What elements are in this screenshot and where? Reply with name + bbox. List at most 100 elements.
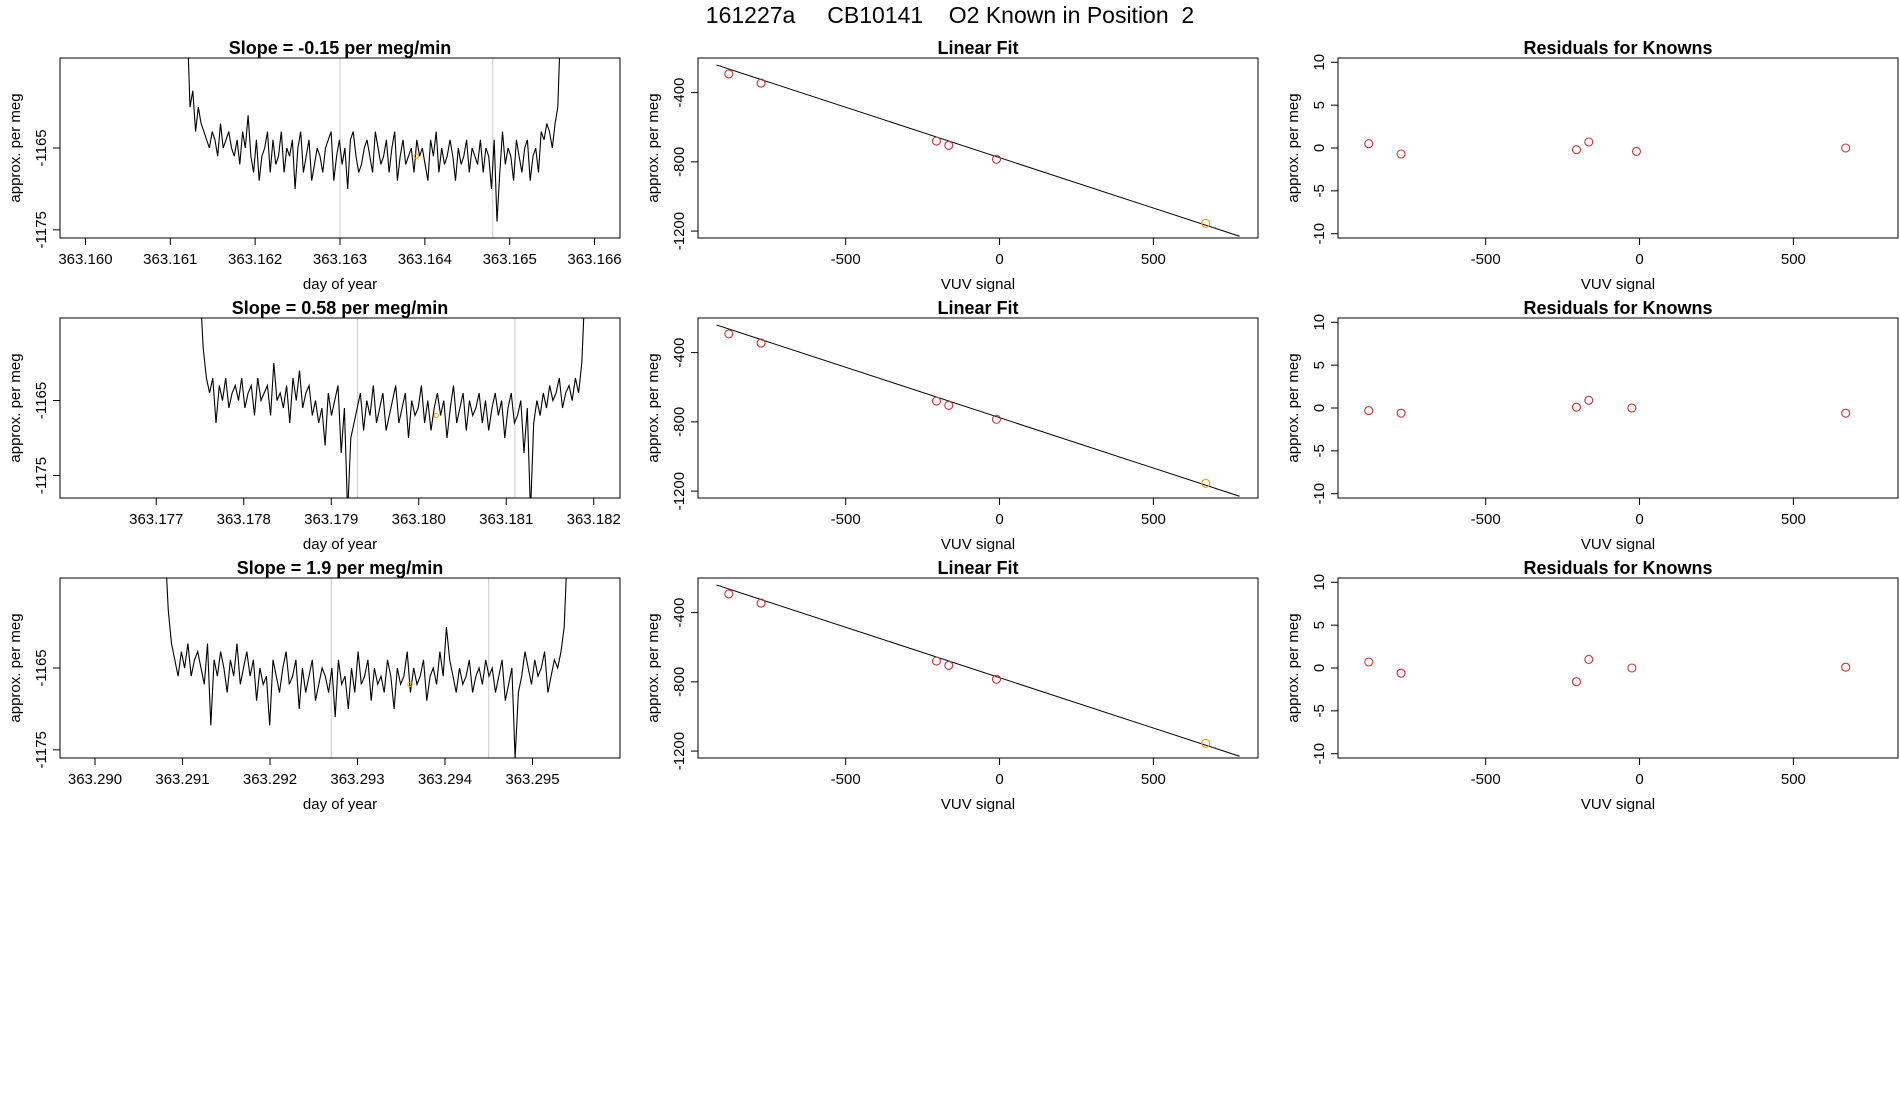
data-point <box>1396 668 1406 678</box>
chart-panel-residuals-3: Residuals for Knowns VUV signal approx. pe… <box>1285 558 1899 813</box>
y-axis-label: approx. per meg <box>7 93 24 202</box>
x-tick-label: 500 <box>1781 251 1806 268</box>
x-tick-label: 0 <box>1635 251 1643 268</box>
data-point <box>1571 145 1582 155</box>
y-tick-label: -1200 <box>671 732 688 770</box>
x-tick-label: -500 <box>1471 511 1501 528</box>
x-tick-label: 363.180 <box>392 511 446 528</box>
y-tick-label: -1165 <box>33 649 50 686</box>
x-tick-label: 500 <box>1141 771 1166 788</box>
x-tick-label: 500 <box>1781 771 1806 788</box>
data-point <box>756 598 766 608</box>
y-axis-label: approx. per meg <box>1285 93 1302 202</box>
plot-area <box>716 584 1240 757</box>
data-point <box>991 154 1002 164</box>
y-tick-label: -400 <box>671 338 688 368</box>
plot-area <box>166 578 567 758</box>
y-tick-label: -1175 <box>33 457 50 494</box>
x-axis-label: VUV signal <box>941 796 1015 813</box>
y-tick-label: 10 <box>1311 574 1328 591</box>
x-axis-label: day of year <box>303 796 377 813</box>
x-axis-label: VUV signal <box>941 276 1015 293</box>
y-tick-label: -5 <box>1311 704 1328 717</box>
x-tick-label: 363.181 <box>479 511 533 528</box>
y-axis-label: approx. per meg <box>7 353 24 462</box>
y-tick-label: 0 <box>1311 404 1328 412</box>
y-tick-label: 0 <box>1311 664 1328 672</box>
y-tick-label: -1200 <box>671 472 688 510</box>
data-point <box>931 656 942 666</box>
x-tick-label: 363.164 <box>398 251 452 268</box>
y-tick-label: 5 <box>1311 361 1328 369</box>
x-tick-label: 500 <box>1141 511 1166 528</box>
highlight-point <box>413 153 420 159</box>
y-tick-label: -5 <box>1311 444 1328 457</box>
data-point <box>1841 662 1851 672</box>
series-line <box>187 58 561 222</box>
plot-frame <box>1337 317 1899 499</box>
plot-area <box>1364 654 1851 687</box>
data-point <box>931 396 942 406</box>
chart-title: Linear Fit <box>937 298 1018 318</box>
chart-panel-linear-fit-2: Linear Fit VUV signal approx. per meg -500 0… <box>645 298 1259 553</box>
x-axis-label: VUV signal <box>1581 276 1655 293</box>
series-line <box>201 318 585 498</box>
y-tick-label: -800 <box>671 407 688 437</box>
series-line <box>166 578 567 758</box>
chart-title: Residuals for Knowns <box>1523 38 1712 58</box>
chart-panel-slope-3: Slope = 1.9 per meg/min day of year approx… <box>7 558 621 813</box>
data-point <box>1571 402 1582 412</box>
chart-panel-linear-fit-1: Linear Fit VUV signal approx. per meg -500 0… <box>645 38 1259 293</box>
x-tick-label: 0 <box>1635 771 1643 788</box>
x-tick-label: 363.166 <box>567 251 621 268</box>
y-tick-label: -10 <box>1311 483 1328 505</box>
data-point <box>1631 146 1642 156</box>
chart-title: Residuals for Knowns <box>1523 558 1712 578</box>
y-tick-label: -1175 <box>33 211 50 248</box>
chart-panel-residuals-2: Residuals for Knowns VUV signal approx. pe… <box>1285 298 1899 553</box>
plot-area <box>1364 137 1851 159</box>
data-point <box>1627 403 1637 413</box>
plot-frame <box>59 317 621 499</box>
plot-area <box>716 324 1240 497</box>
y-tick-label: -400 <box>671 598 688 628</box>
y-tick-label: 5 <box>1311 621 1328 629</box>
data-point <box>1364 139 1374 149</box>
x-tick-label: 500 <box>1781 511 1806 528</box>
x-tick-label: 363.178 <box>217 511 271 528</box>
highlight-point <box>407 681 413 688</box>
plot-area <box>716 64 1240 237</box>
data-point <box>931 136 942 146</box>
x-axis-label: VUV signal <box>1581 796 1655 813</box>
plot-frame <box>59 57 621 239</box>
x-tick-label: 363.162 <box>228 251 282 268</box>
y-axis-label: approx. per meg <box>1285 613 1302 722</box>
chart-title: Linear Fit <box>937 558 1018 578</box>
data-point <box>1584 395 1594 405</box>
data-point <box>1396 149 1406 159</box>
y-tick-label: -10 <box>1311 743 1328 765</box>
fit-line <box>716 324 1240 497</box>
chart-title: Slope = -0.15 per meg/min <box>229 38 452 58</box>
data-point <box>1627 663 1637 673</box>
data-point <box>991 674 1002 684</box>
x-tick-label: 363.179 <box>304 511 358 528</box>
x-tick-label: 363.294 <box>418 771 472 788</box>
plot-frame <box>1337 577 1899 759</box>
y-tick-label: 5 <box>1311 101 1328 109</box>
y-tick-label: -1200 <box>671 212 688 250</box>
chart-title: Slope = 1.9 per meg/min <box>237 558 444 578</box>
data-point <box>724 329 734 339</box>
figure-title: 161227a CB10141 O2 Known in Position 2 <box>705 2 1195 28</box>
x-tick-label: -500 <box>831 511 861 528</box>
plot-frame <box>697 57 1259 239</box>
y-tick-label: -800 <box>671 667 688 697</box>
x-axis-label: day of year <box>303 276 377 293</box>
chart-title: Residuals for Knowns <box>1523 298 1712 318</box>
data-point <box>1841 408 1851 418</box>
plot-frame <box>697 317 1259 499</box>
data-point <box>944 660 954 670</box>
y-tick-label: 10 <box>1311 54 1328 71</box>
highlight-point <box>1201 478 1211 488</box>
x-tick-label: 363.160 <box>58 251 112 268</box>
